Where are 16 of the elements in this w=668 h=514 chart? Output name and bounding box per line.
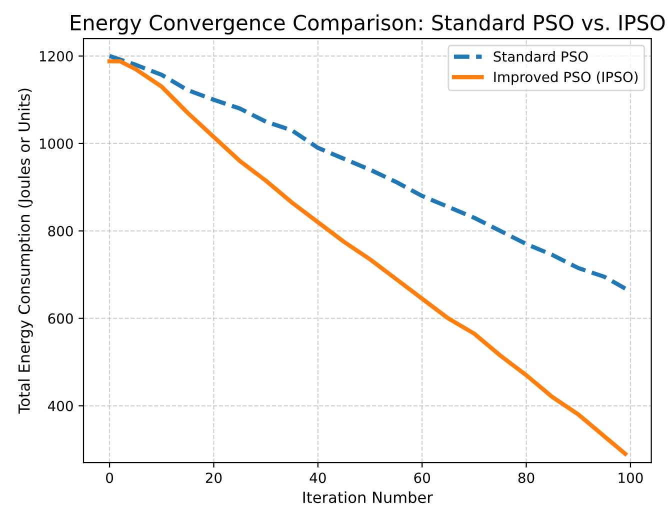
x-tick-label: 20 [206, 472, 222, 484]
x-tick-label: 60 [414, 472, 430, 484]
y-tick-label: 600 [48, 313, 73, 324]
y-tick-label: 1000 [40, 138, 73, 149]
y-tick-label: 1200 [40, 51, 73, 62]
x-tick-label: 100 [618, 472, 643, 484]
x-tick-label: 0 [106, 472, 114, 484]
x-tick-label: 40 [310, 472, 326, 484]
y-tick-label: 800 [48, 226, 73, 236]
legend-label: Standard PSO [494, 51, 588, 62]
legend-label: Improved PSO (IPSO) [494, 71, 638, 85]
x-tick-label: 80 [518, 472, 534, 484]
x-axis-title: Iteration Number [303, 491, 433, 504]
y-tick-label: 400 [48, 400, 73, 412]
y-axis-title: Total Energy Consumption (Joules or Units) [18, 88, 33, 414]
chart-title: Energy Convergence Comparison: Standard PSO vs. IPSO [70, 14, 665, 35]
